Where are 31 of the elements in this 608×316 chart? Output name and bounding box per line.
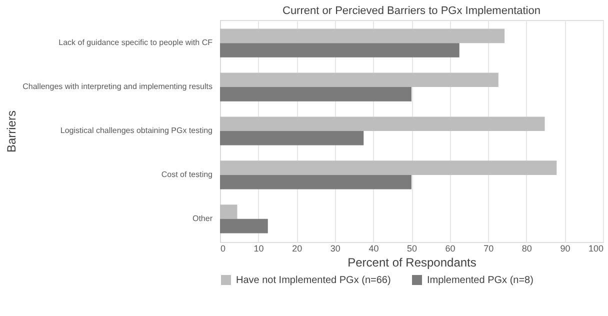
y-tick-label: Other (192, 214, 213, 223)
bar (220, 174, 412, 190)
x-tick-label: 20 (292, 244, 302, 254)
x-tick-label: 0 (220, 244, 226, 254)
y-axis-title: Barriers (4, 110, 19, 153)
x-tick-label: 60 (445, 244, 456, 254)
x-tick-label: 70 (484, 244, 494, 254)
y-tick-label: Challenges with interpreting and implementing results (22, 82, 212, 92)
x-tick-label: 80 (522, 244, 532, 254)
bar (220, 43, 460, 58)
x-tick-label: 100 (588, 244, 604, 254)
x-axis-title: Percent of Respondants (348, 256, 476, 270)
bar (220, 72, 498, 88)
x-tick-label: 50 (406, 244, 418, 254)
bar (220, 218, 268, 234)
x-tick-label: 40 (368, 244, 379, 254)
bar (220, 28, 505, 44)
legend-label: Have not Implemented PGx (n=66) (236, 275, 391, 286)
bar (220, 160, 557, 175)
y-tick-label: Logistical challenges obtaining PGx testing (60, 126, 212, 135)
y-tick-label: Lack of guidance specific to people with CF (58, 38, 213, 48)
x-tick-label: 30 (330, 244, 340, 254)
bar (220, 131, 364, 146)
bar (220, 116, 545, 131)
legend-label: Implemented PGx (n=8) (427, 275, 534, 286)
chart-title: Current or Percieved Barriers to PGx Implementation (282, 5, 540, 17)
bar (220, 87, 412, 102)
x-tick-label: 10 (254, 244, 264, 254)
x-tick-label: 90 (560, 244, 570, 254)
y-tick-label: Cost of testing (161, 170, 212, 179)
bar (220, 204, 238, 219)
